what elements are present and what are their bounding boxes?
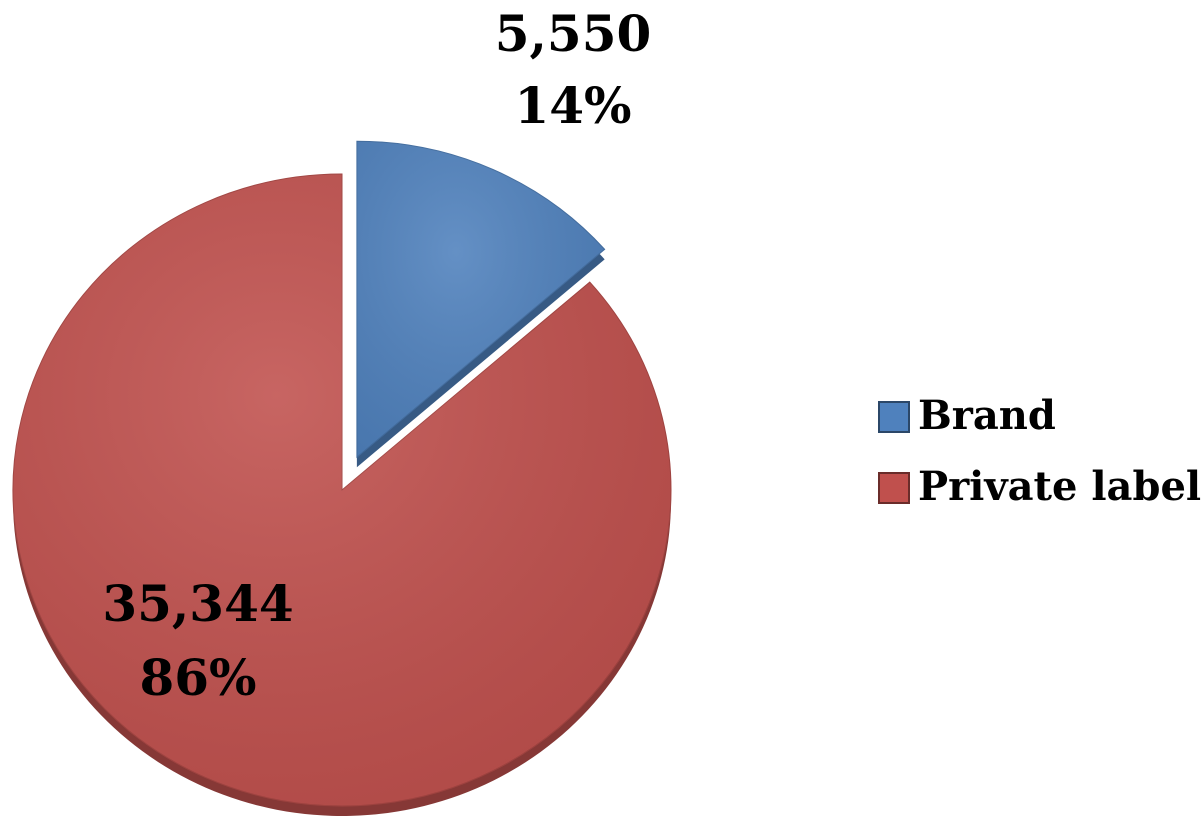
- legend-swatch: [878, 401, 910, 433]
- data-label-percent: 86%: [139, 648, 256, 707]
- data-label-value: 5,550: [495, 4, 652, 63]
- legend-swatch: [878, 472, 910, 504]
- slice-shade: [12, 174, 671, 806]
- legend-label: Brand: [918, 392, 1056, 439]
- data-label-percent: 14%: [514, 76, 631, 135]
- data-label-value: 35,344: [102, 574, 293, 633]
- legend-label: Private label: [918, 463, 1201, 510]
- slice-shade: [356, 141, 605, 458]
